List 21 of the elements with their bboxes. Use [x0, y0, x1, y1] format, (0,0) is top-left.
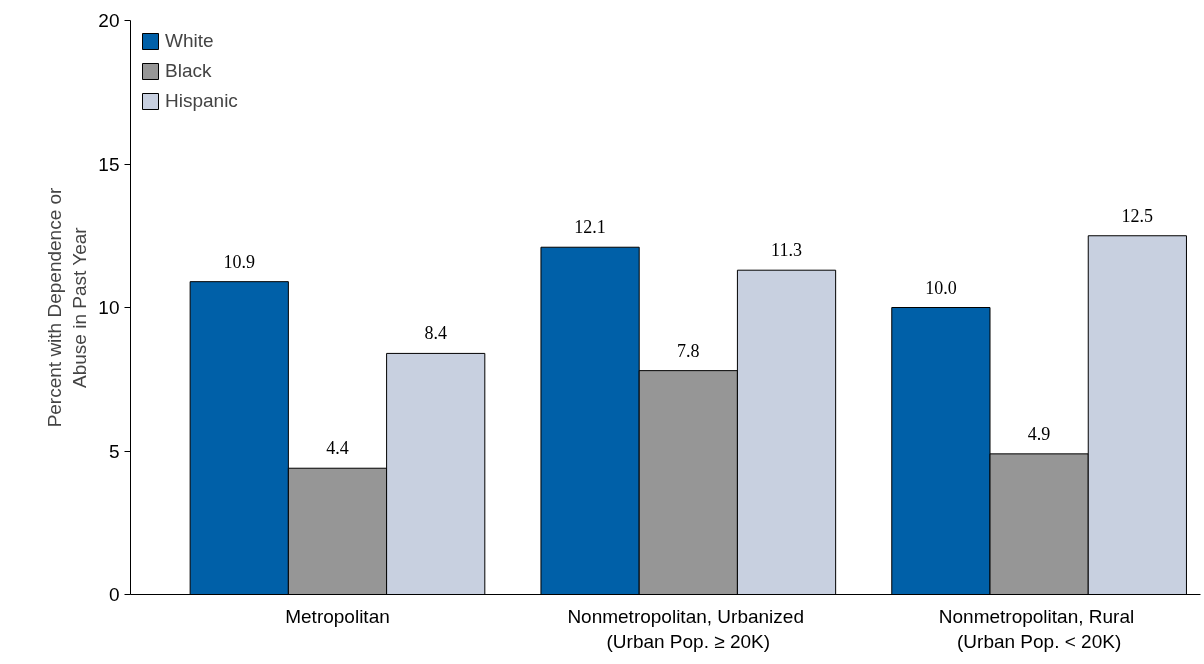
legend-label: Black	[165, 60, 212, 82]
y-tick-label: 10	[98, 297, 120, 318]
data-label: 11.3	[771, 240, 802, 261]
data-label: 4.4	[326, 438, 349, 459]
data-label: 7.8	[677, 340, 700, 361]
y-axis-title: Percent with Dependence or Abuse in Past Year	[44, 186, 91, 428]
data-label: 12.1	[574, 217, 606, 238]
x-tick-label: Nonmetropolitan, Rural (Urban Pop. < 20K)	[938, 605, 1135, 652]
data-label: 8.4	[424, 323, 447, 344]
y-tick-label: 5	[108, 440, 120, 462]
y-tick-label: 0	[108, 584, 120, 605]
y-tick-label: 15	[98, 153, 120, 175]
data-label: 10.0	[925, 277, 957, 298]
data-label: 4.9	[1027, 423, 1051, 444]
data-label: 10.9	[223, 251, 255, 272]
legend-label: Hispanic	[165, 90, 238, 112]
x-tick-label: Metropolitan	[285, 605, 390, 627]
y-tick-label: 20	[98, 10, 120, 31]
data-label: 12.5	[1121, 205, 1154, 226]
legend-label: White	[165, 30, 214, 52]
x-tick-label: Nonmetropolitan, Urbanized (Urban Pop. ≥ 20K)	[567, 605, 804, 652]
